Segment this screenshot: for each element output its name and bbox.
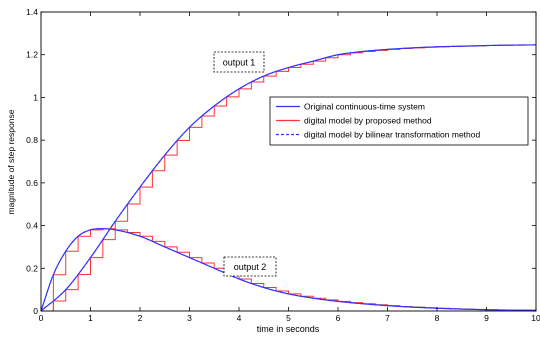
- x-tick-label: 5: [286, 313, 291, 323]
- x-tick-label: 1: [88, 313, 93, 323]
- legend-entry-proposed: digital model by proposed method: [304, 116, 432, 126]
- y-tick-label: 0.2: [26, 263, 38, 273]
- legend-box: [269, 96, 529, 146]
- annotation-label: output 2: [234, 262, 267, 272]
- annotation-box: [223, 256, 277, 277]
- x-tick-label: 7: [385, 313, 390, 323]
- legend: Original continuous-time system digital …: [269, 96, 529, 146]
- series-bilinear-output-2: [40, 228, 537, 312]
- y-tick-label: 1.4: [26, 7, 38, 17]
- x-tick-label: 0: [39, 313, 44, 323]
- y-axis-label: magnitude of step response: [6, 109, 16, 214]
- plot-area: [40, 44, 537, 312]
- axes: 0 1 2 3 4 5 6 7 8 9 10 0 0.2 0.4 0.6 0.8 1 1.2 1.4: [26, 7, 540, 323]
- y-tick-label: 1: [33, 92, 38, 102]
- annotation-box: [213, 51, 265, 73]
- x-tick-label: 10: [531, 313, 540, 323]
- y-tick-label: 0.4: [26, 221, 38, 231]
- x-tick-label: 3: [187, 313, 192, 323]
- annotation-label: output 1: [223, 58, 256, 68]
- legend-entry-bilinear: digital model by bilinear transformation…: [304, 130, 481, 140]
- x-tick-label: 6: [336, 313, 341, 323]
- x-tick-label: 2: [138, 313, 143, 323]
- annotation-output-2: output 2: [223, 256, 277, 277]
- x-tick-label: 8: [435, 313, 440, 323]
- x-tick-label: 4: [237, 313, 242, 323]
- y-tick-label: 1.2: [26, 50, 38, 60]
- x-axis-label: time in seconds: [257, 324, 320, 334]
- legend-entry-original: Original continuous-time system: [304, 102, 425, 112]
- annotation-output-1: output 1: [213, 51, 265, 73]
- y-tick-label: 0.8: [26, 135, 38, 145]
- series-bilinear-output-1: [40, 44, 537, 312]
- y-tick-label: 0: [33, 306, 38, 316]
- y-tick-label: 0.6: [26, 178, 38, 188]
- x-tick-label: 9: [484, 313, 489, 323]
